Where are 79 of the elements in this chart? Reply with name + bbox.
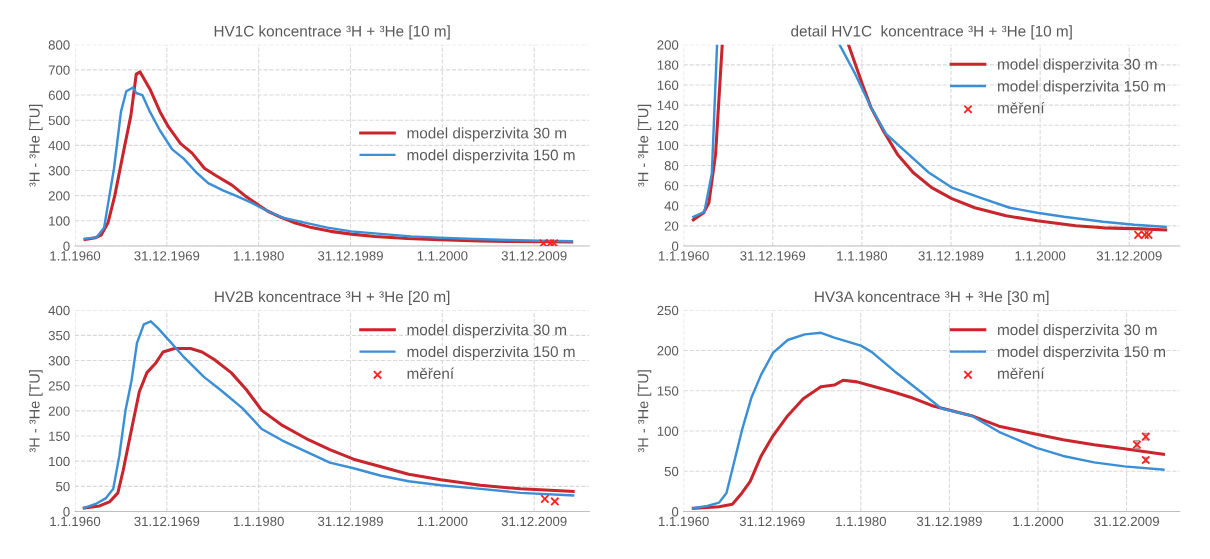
- x-tick-label: 1.1.1960: [658, 251, 709, 261]
- y-tick-label: 100: [657, 140, 679, 151]
- y-tick-label: 60: [664, 181, 679, 191]
- y-tick-label: 140: [657, 100, 679, 110]
- y-tick-label: 0: [671, 241, 679, 251]
- x-tick-label: 31.12.1969: [740, 251, 806, 261]
- x-tick-label: 1.1.1960: [658, 516, 709, 527]
- y-tick-label: 100: [49, 456, 70, 467]
- legend-label: měření: [407, 367, 455, 379]
- y-tick-label: 350: [48, 330, 70, 341]
- y-tick-label: 0: [671, 507, 679, 517]
- x-tick-label: 1.1.1960: [50, 251, 101, 261]
- y-tick-label: 250: [48, 381, 70, 391]
- x-tick-label: 1.1.2000: [417, 251, 468, 261]
- chart-title: HV1C koncentrace ³H + ³He [10 m]: [214, 25, 450, 40]
- x-tick-label: 1.1.1980: [234, 516, 284, 527]
- legend-label: model disperzivita 150 m: [998, 80, 1165, 95]
- x-tick-label: 31.12.1969: [134, 251, 200, 261]
- legend-label: model disperzivita 150 m: [407, 345, 575, 361]
- y-tick-label: 100: [657, 426, 679, 436]
- legend-label: model disperzivita 30 m: [407, 127, 567, 142]
- x-tick-label: 31.12.1969: [739, 516, 805, 527]
- y-tick-label: 50: [56, 481, 70, 492]
- x-tick-label: 31.12.1969: [134, 516, 200, 527]
- y-tick-label: 400: [48, 305, 70, 316]
- x-tick-label: 1.1.1980: [234, 251, 284, 261]
- y-axis-title: ³H - ³He [TU]: [29, 370, 43, 453]
- y-tick-label: 200: [657, 40, 679, 50]
- chart-title: detail HV1C koncentrace ³H + ³He [10 m]: [791, 25, 1072, 40]
- x-tick-label: 31.12.1989: [916, 516, 982, 527]
- x-tick-label: 1.1.2000: [1015, 251, 1066, 261]
- x-tick-label: 1.1.2000: [1013, 516, 1064, 527]
- x-tick-label: 1.1.2000: [417, 516, 468, 527]
- y-tick-label: 700: [48, 65, 70, 75]
- y-tick-label: 0: [63, 507, 70, 517]
- x-tick-label: 1.1.1980: [837, 251, 888, 261]
- y-tick-label: 100: [49, 216, 70, 226]
- y-tick-label: 0: [63, 241, 70, 251]
- y-tick-label: 800: [48, 40, 70, 50]
- y-tick-label: 400: [48, 140, 70, 151]
- x-tick-label: 1.1.1980: [836, 516, 886, 527]
- y-tick-label: 150: [49, 431, 70, 441]
- y-tick-label: 80: [664, 161, 679, 171]
- y-tick-label: 300: [48, 356, 70, 366]
- y-axis-title: ³H - ³He [TU]: [637, 370, 652, 453]
- y-tick-label: 200: [48, 191, 70, 201]
- legend-label: model disperzivita 30 m: [407, 323, 567, 339]
- x-tick-label: 31.12.1989: [317, 516, 383, 527]
- legend-label: měření: [998, 102, 1045, 114]
- chart-title: HV3A koncentrace ³H + ³He [30 m]: [815, 290, 1049, 306]
- y-tick-label: 180: [657, 60, 679, 70]
- x-tick-label: 31.12.2009: [1096, 251, 1162, 261]
- x-tick-label: 31.12.2009: [501, 516, 567, 527]
- y-tick-label: 300: [48, 166, 70, 176]
- line-series: [691, 378, 1166, 510]
- legend-label: měření: [998, 367, 1045, 379]
- y-tick-label: 50: [664, 466, 679, 477]
- x-tick-label: 31.12.2009: [501, 251, 567, 261]
- x-tick-label: 31.12.1989: [918, 251, 984, 261]
- y-tick-label: 200: [48, 406, 70, 416]
- legend-label: model disperzivita 150 m: [407, 149, 575, 164]
- legend-label: model disperzivita 30 m: [998, 58, 1157, 73]
- y-tick-label: 150: [657, 386, 679, 396]
- y-tick-label: 120: [657, 120, 679, 131]
- y-axis-title: ³H - ³He [TU]: [637, 104, 652, 187]
- y-tick-label: 500: [48, 115, 70, 126]
- y-tick-label: 200: [657, 346, 679, 356]
- y-axis-title: ³H - ³He [TU]: [29, 104, 43, 187]
- y-tick-label: 20: [664, 221, 679, 231]
- x-tick-label: 31.12.1989: [317, 251, 383, 261]
- y-tick-label: 160: [657, 80, 679, 90]
- y-tick-label: 250: [657, 305, 679, 316]
- x-tick-label: 31.12.2009: [1094, 516, 1159, 527]
- y-tick-label: 600: [48, 90, 70, 100]
- chart-title: HV2B koncentrace ³H + ³He [20 m]: [215, 290, 450, 306]
- x-tick-label: 1.1.1960: [50, 516, 101, 527]
- legend-label: model disperzivita 30 m: [998, 323, 1157, 339]
- y-tick-label: 40: [664, 201, 679, 211]
- legend-label: model disperzivita 150 m: [998, 345, 1165, 361]
